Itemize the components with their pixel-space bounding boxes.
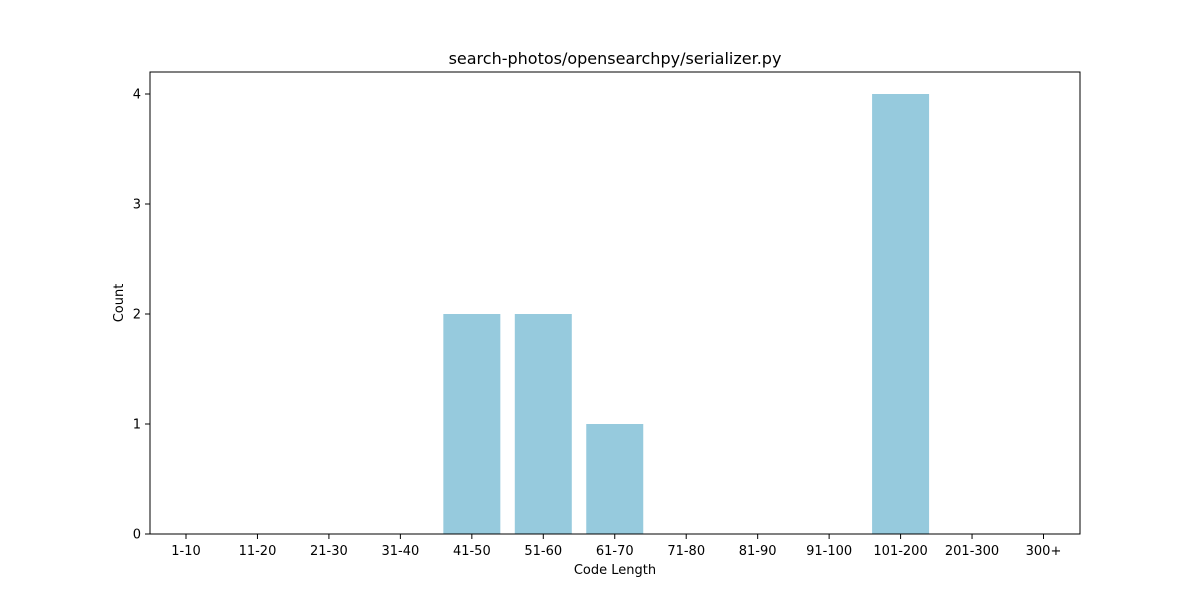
y-axis-label: Count bbox=[112, 284, 127, 323]
x-tick-label: 101-200 bbox=[873, 544, 927, 559]
bars-layer bbox=[443, 94, 930, 534]
x-tick-label: 71-80 bbox=[667, 544, 705, 559]
bar-51-60 bbox=[514, 314, 572, 534]
x-tick-label: 81-90 bbox=[739, 544, 777, 559]
x-tick-label: 31-40 bbox=[381, 544, 419, 559]
x-axis-label: Code Length bbox=[574, 563, 656, 578]
x-tick-label: 91-100 bbox=[806, 544, 852, 559]
y-ticks: 0 1 2 3 4 bbox=[133, 88, 150, 543]
chart-title: search-photos/opensearchpy/serializer.py bbox=[449, 49, 782, 68]
bar-61-70 bbox=[586, 424, 644, 534]
y-tick-label: 1 bbox=[133, 418, 141, 433]
x-tick-label: 201-300 bbox=[945, 544, 999, 559]
bar-101-200 bbox=[872, 94, 930, 534]
x-ticks: 1-10 11-20 21-30 31-40 41-50 51-60 61-70 71-80 8… bbox=[171, 534, 1061, 559]
y-tick-label: 2 bbox=[133, 308, 141, 323]
y-tick-label: 0 bbox=[133, 528, 141, 543]
x-tick-label: 11-20 bbox=[239, 544, 277, 559]
x-tick-label: 41-50 bbox=[453, 544, 491, 559]
bar-41-50 bbox=[443, 314, 501, 534]
x-tick-label: 1-10 bbox=[171, 544, 201, 559]
x-tick-label: 300+ bbox=[1026, 544, 1062, 559]
x-tick-label: 21-30 bbox=[310, 544, 348, 559]
x-tick-label: 61-70 bbox=[596, 544, 634, 559]
y-tick-label: 3 bbox=[133, 198, 141, 213]
y-tick-label: 4 bbox=[133, 88, 141, 103]
x-tick-label: 51-60 bbox=[524, 544, 562, 559]
